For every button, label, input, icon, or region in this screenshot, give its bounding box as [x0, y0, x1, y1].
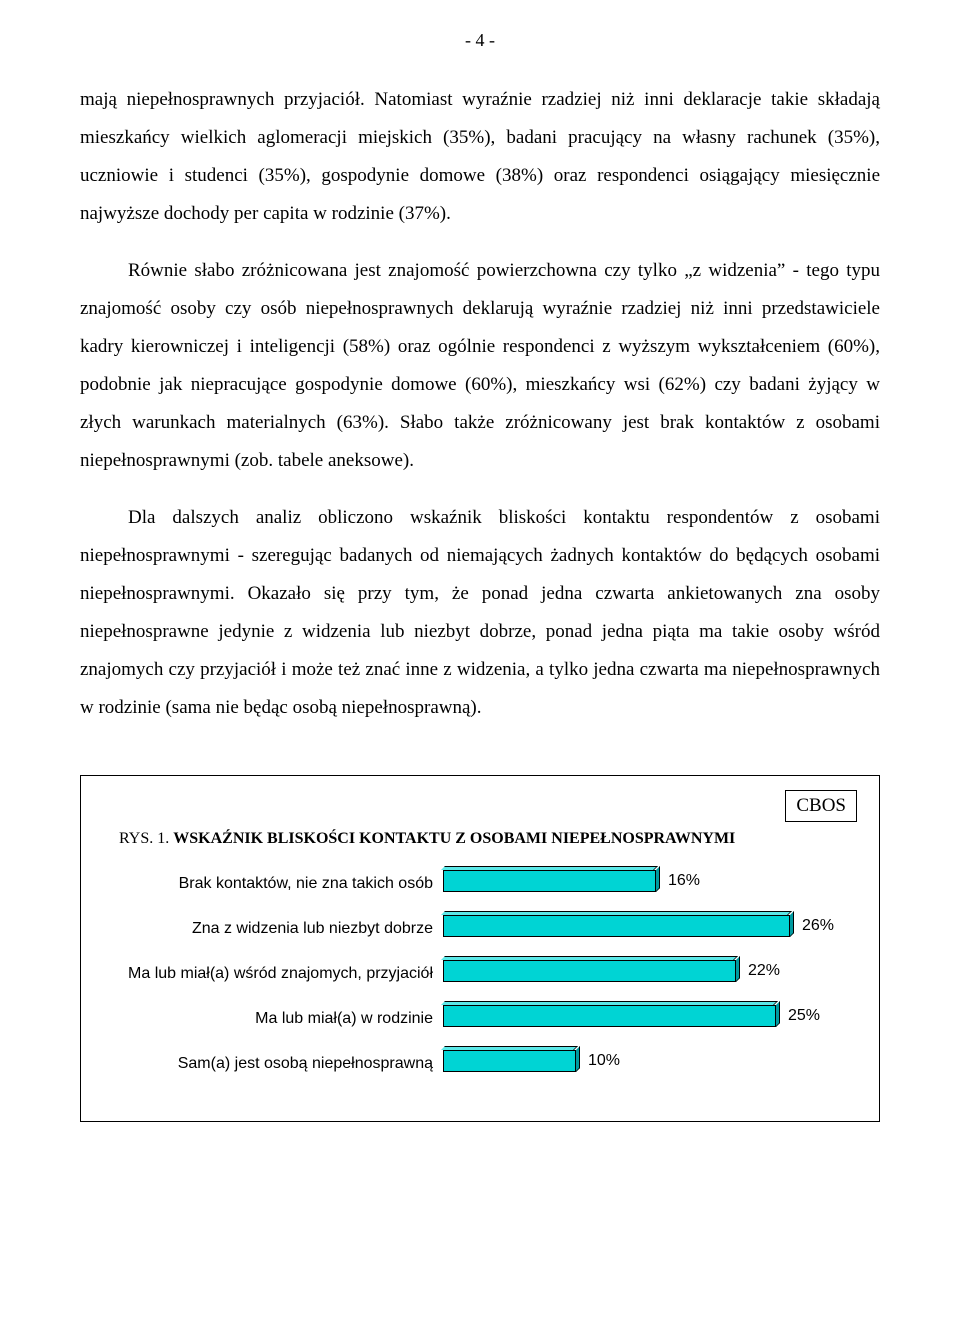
bar-value-label: 10%: [588, 1050, 620, 1072]
bar-top-face: [441, 1001, 778, 1005]
bar-label: Sam(a) jest osobą niepełnosprawną: [103, 1055, 443, 1073]
cbos-badge: CBOS: [785, 790, 857, 822]
chart-title-prefix: RYS. 1.: [119, 830, 173, 847]
bar-value-label: 16%: [668, 870, 700, 892]
bar-value-label: 22%: [748, 960, 780, 982]
paragraph-1: mają niepełnosprawnych przyjaciół. Natom…: [80, 81, 880, 233]
chart-title-caps: WSKAŹNIK BLISKOŚCI KONTAKTU Z OSOBAMI NI…: [173, 830, 735, 847]
bar-label: Zna z widzenia lub niezbyt dobrze: [103, 920, 443, 938]
bar-front: [443, 1005, 776, 1027]
bar-front: [443, 960, 736, 982]
bar-row: Ma lub miał(a) w rodzinie 25%: [103, 1005, 857, 1032]
bar-row: Zna z widzenia lub niezbyt dobrze 26%: [103, 915, 857, 942]
bar-chart: Brak kontaktów, nie zna takich osób 16% Zn…: [103, 870, 857, 1077]
bar-track: 22%: [443, 960, 843, 987]
chart-title: RYS. 1. WSKAŹNIK BLISKOŚCI KONTAKTU Z OS…: [119, 830, 857, 848]
bar-label: Ma lub miał(a) wśród znajomych, przyjaci…: [103, 965, 443, 983]
bar-row: Sam(a) jest osobą niepełnosprawną 10%: [103, 1050, 857, 1077]
bar-row: Brak kontaktów, nie zna takich osób 16%: [103, 870, 857, 897]
bar-track: 25%: [443, 1005, 843, 1032]
page-container: - 4 - mają niepełnosprawnych przyjaciół.…: [0, 0, 960, 1162]
bar-side-face: [576, 1046, 580, 1072]
bar-side-face: [776, 1001, 780, 1027]
bar-top-face: [441, 911, 792, 915]
bar-side-face: [736, 956, 740, 982]
bar-label: Ma lub miał(a) w rodzinie: [103, 1010, 443, 1028]
bar-track: 16%: [443, 870, 843, 897]
bar-front: [443, 915, 790, 937]
bar-track: 10%: [443, 1050, 843, 1077]
page-number: - 4 -: [80, 30, 880, 51]
bar-front: [443, 870, 656, 892]
bar-label: Brak kontaktów, nie zna takich osób: [103, 875, 443, 893]
paragraph-2: Równie słabo zróżnicowana jest znajomość…: [80, 252, 880, 480]
bar-top-face: [441, 1046, 578, 1050]
bar-top-face: [441, 866, 658, 870]
bar-value-label: 26%: [802, 915, 834, 937]
chart-panel: CBOS RYS. 1. WSKAŹNIK BLISKOŚCI KONTAKTU…: [80, 775, 880, 1122]
bar-top-face: [441, 956, 738, 960]
bar-value-label: 25%: [788, 1005, 820, 1027]
bar-side-face: [790, 911, 794, 937]
bar-side-face: [656, 866, 660, 892]
bar-track: 26%: [443, 915, 843, 942]
bar-row: Ma lub miał(a) wśród znajomych, przyjaci…: [103, 960, 857, 987]
bar-front: [443, 1050, 576, 1072]
paragraph-3: Dla dalszych analiz obliczono wskaźnik b…: [80, 499, 880, 727]
